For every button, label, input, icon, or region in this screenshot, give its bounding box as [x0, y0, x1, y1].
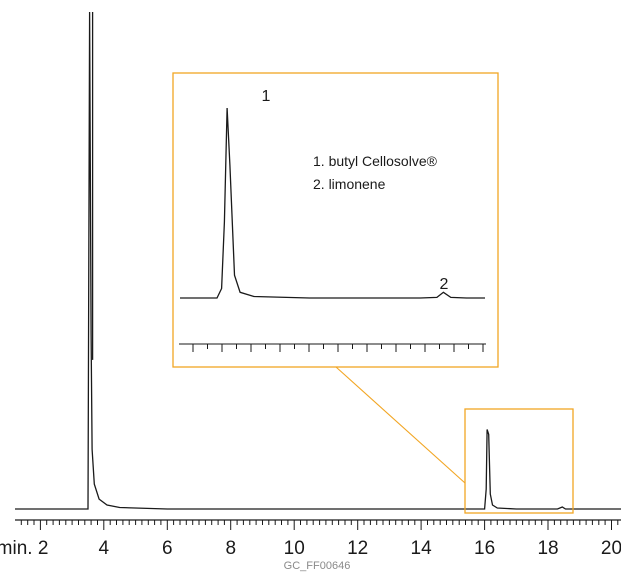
x-tick-label: 4	[99, 538, 110, 559]
x-tick-label: 18	[537, 538, 558, 559]
inset-axis-ticks	[192, 344, 484, 352]
x-tick-label: 12	[347, 538, 368, 559]
x-tick-label: 14	[411, 538, 433, 559]
peak-label-1: 1	[262, 88, 271, 105]
x-axis-tick-labels: min. 2 4 6 8 10 12 14 16 18 20	[0, 538, 621, 559]
zoom-region-box	[464, 408, 574, 514]
inset-panel	[172, 72, 499, 368]
legend-entry-1: 1. butyl Cellosolve®	[313, 153, 438, 169]
inset-trace	[180, 107, 485, 299]
x-tick-label: min. 2	[0, 538, 48, 559]
x-axis-ticks	[20, 520, 619, 530]
x-tick-label: 6	[162, 538, 173, 559]
x-tick-label: 20	[601, 538, 621, 559]
x-tick-label: 16	[474, 538, 495, 559]
x-tick-label: 10	[284, 538, 305, 559]
figure-code: GC_FF00646	[284, 560, 351, 572]
chromatogram-trace	[15, 11, 621, 510]
zoom-connector-line	[335, 366, 466, 484]
peak-label-2: 2	[440, 276, 449, 293]
legend-entry-2: 2. limonene	[313, 176, 386, 192]
x-tick-label: 8	[225, 538, 236, 559]
